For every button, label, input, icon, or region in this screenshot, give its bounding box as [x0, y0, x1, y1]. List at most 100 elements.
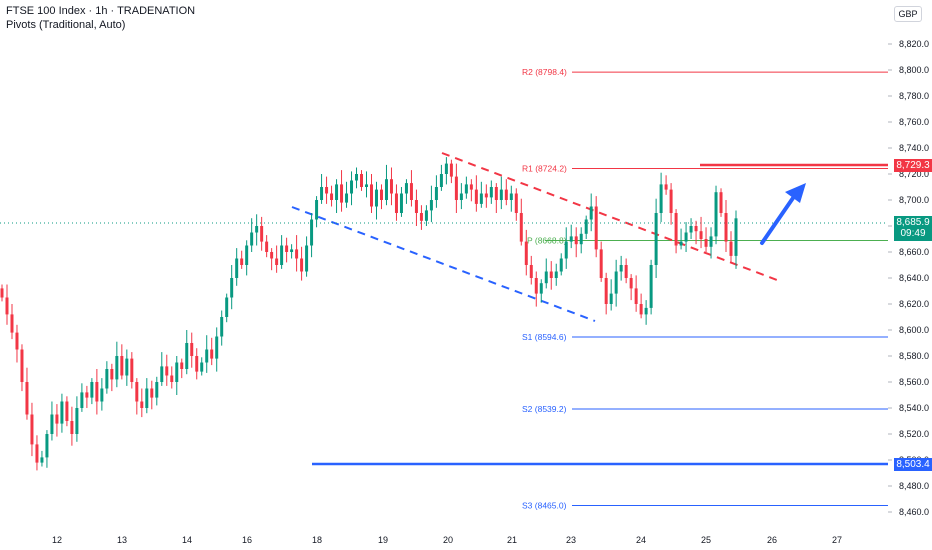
candle-body — [100, 388, 104, 402]
candle-body — [135, 382, 139, 402]
support-price-label: 8,503.4 — [896, 459, 930, 470]
candle-body — [524, 241, 528, 265]
time-tick-label: 21 — [507, 535, 517, 545]
candle-body — [454, 176, 458, 200]
time-axis[interactable]: 12 13 14 16 18 19 20 21 23 24 25 26 27 — [0, 533, 888, 550]
symbol-title[interactable]: FTSE 100 Index · 1h · TRADENATION — [6, 5, 196, 17]
candle-body — [579, 233, 583, 245]
bullish-arrow-icon — [760, 183, 806, 245]
candle-body — [90, 382, 94, 398]
candle-body — [265, 241, 269, 252]
candle-body — [130, 358, 134, 382]
time-axis-background — [0, 533, 888, 550]
candle-body — [260, 226, 264, 242]
candle-body — [604, 278, 608, 304]
candle-body — [195, 356, 199, 372]
candle-body — [639, 304, 643, 315]
candle-body — [25, 382, 29, 415]
time-tick-label: 19 — [378, 535, 388, 545]
countdown-label: 09:49 — [900, 228, 926, 239]
candle-body — [379, 189, 383, 200]
price-tick-label: 8,620.0 — [899, 299, 929, 309]
candle-body — [185, 343, 189, 369]
candle-body — [175, 362, 179, 382]
price-tick-label: 8,520.0 — [899, 429, 929, 439]
candle-body — [514, 193, 518, 213]
candle-body — [564, 241, 568, 259]
candle-body — [235, 258, 239, 278]
candle-body — [5, 297, 9, 315]
price-tick-label: 8,640.0 — [899, 273, 929, 283]
price-tick-label: 8,460.0 — [899, 507, 929, 517]
candle-body — [310, 219, 314, 246]
candle-body — [644, 307, 648, 315]
price-tick-label: 8,540.0 — [899, 403, 929, 413]
pivot-label: S2 (8539.2) — [522, 404, 567, 414]
candle-body — [180, 362, 184, 369]
candle-body — [155, 382, 159, 398]
candle-body — [599, 249, 603, 278]
indicator-label[interactable]: Pivots (Traditional, Auto) — [6, 19, 126, 31]
candle-body — [489, 187, 493, 198]
candle-body — [245, 245, 249, 265]
trend-channel — [0, 152, 888, 466]
price-tick-label: 8,720.0 — [899, 169, 929, 179]
currency-badge[interactable]: GBP — [894, 6, 922, 22]
candle-body — [529, 265, 533, 278]
time-tick-label: 12 — [52, 535, 62, 545]
candle-body — [285, 245, 289, 252]
candle-body — [509, 193, 513, 200]
candle-body — [205, 349, 209, 363]
price-tick-label: 8,480.0 — [899, 481, 929, 491]
candle-body — [369, 184, 373, 207]
candle-body — [549, 271, 553, 278]
candle-body — [125, 358, 129, 376]
candle-body — [20, 349, 24, 382]
candle-body — [414, 200, 418, 213]
candle-body — [305, 245, 309, 272]
support-price-tag: 8,503.4 — [894, 458, 932, 471]
candle-body — [225, 297, 229, 317]
candle-body — [374, 189, 378, 207]
candle-body — [190, 343, 194, 356]
candle-body — [724, 213, 728, 242]
candle-body — [419, 213, 423, 221]
candle-body — [45, 434, 49, 458]
pivot-label: S1 (8594.6) — [522, 332, 567, 342]
candle-body — [384, 179, 388, 200]
candle-body — [559, 258, 563, 272]
candle-body — [35, 444, 39, 463]
candle-body — [360, 174, 364, 187]
candle-body — [684, 232, 688, 242]
price-tick-label: 8,740.0 — [899, 143, 929, 153]
candle-body — [150, 388, 154, 398]
upper-trend-line — [441, 152, 778, 281]
candle-body — [75, 408, 79, 434]
candle-body — [50, 414, 54, 434]
candle-body — [290, 249, 294, 252]
candle-body — [389, 179, 393, 194]
candle-body — [275, 258, 279, 265]
pivot-lines: R3 (8859.6)R2 (8798.4)R1 (8724.2)P (8668… — [522, 67, 888, 511]
candle-body — [614, 271, 618, 294]
price-tick-label: 8,760.0 — [899, 117, 929, 127]
candle-body — [589, 206, 593, 220]
candle-body — [574, 236, 578, 245]
current-price-label: 8,685.9 — [896, 217, 930, 228]
candle-body — [220, 317, 224, 337]
candle-body — [539, 283, 543, 294]
candle-body — [165, 366, 169, 376]
candle-body — [140, 401, 144, 408]
candle-body — [444, 163, 448, 174]
candle-body — [729, 241, 733, 256]
candle-body — [115, 356, 119, 380]
price-axis[interactable]: 8,460.08,480.08,500.08,520.08,540.08,560… — [888, 0, 932, 533]
candle-body — [0, 288, 4, 298]
candle-body — [355, 174, 359, 181]
candle-body — [714, 192, 718, 237]
time-tick-label: 14 — [182, 535, 192, 545]
candle-body — [80, 392, 84, 408]
candle-body — [484, 193, 488, 198]
candle-body — [15, 332, 19, 350]
